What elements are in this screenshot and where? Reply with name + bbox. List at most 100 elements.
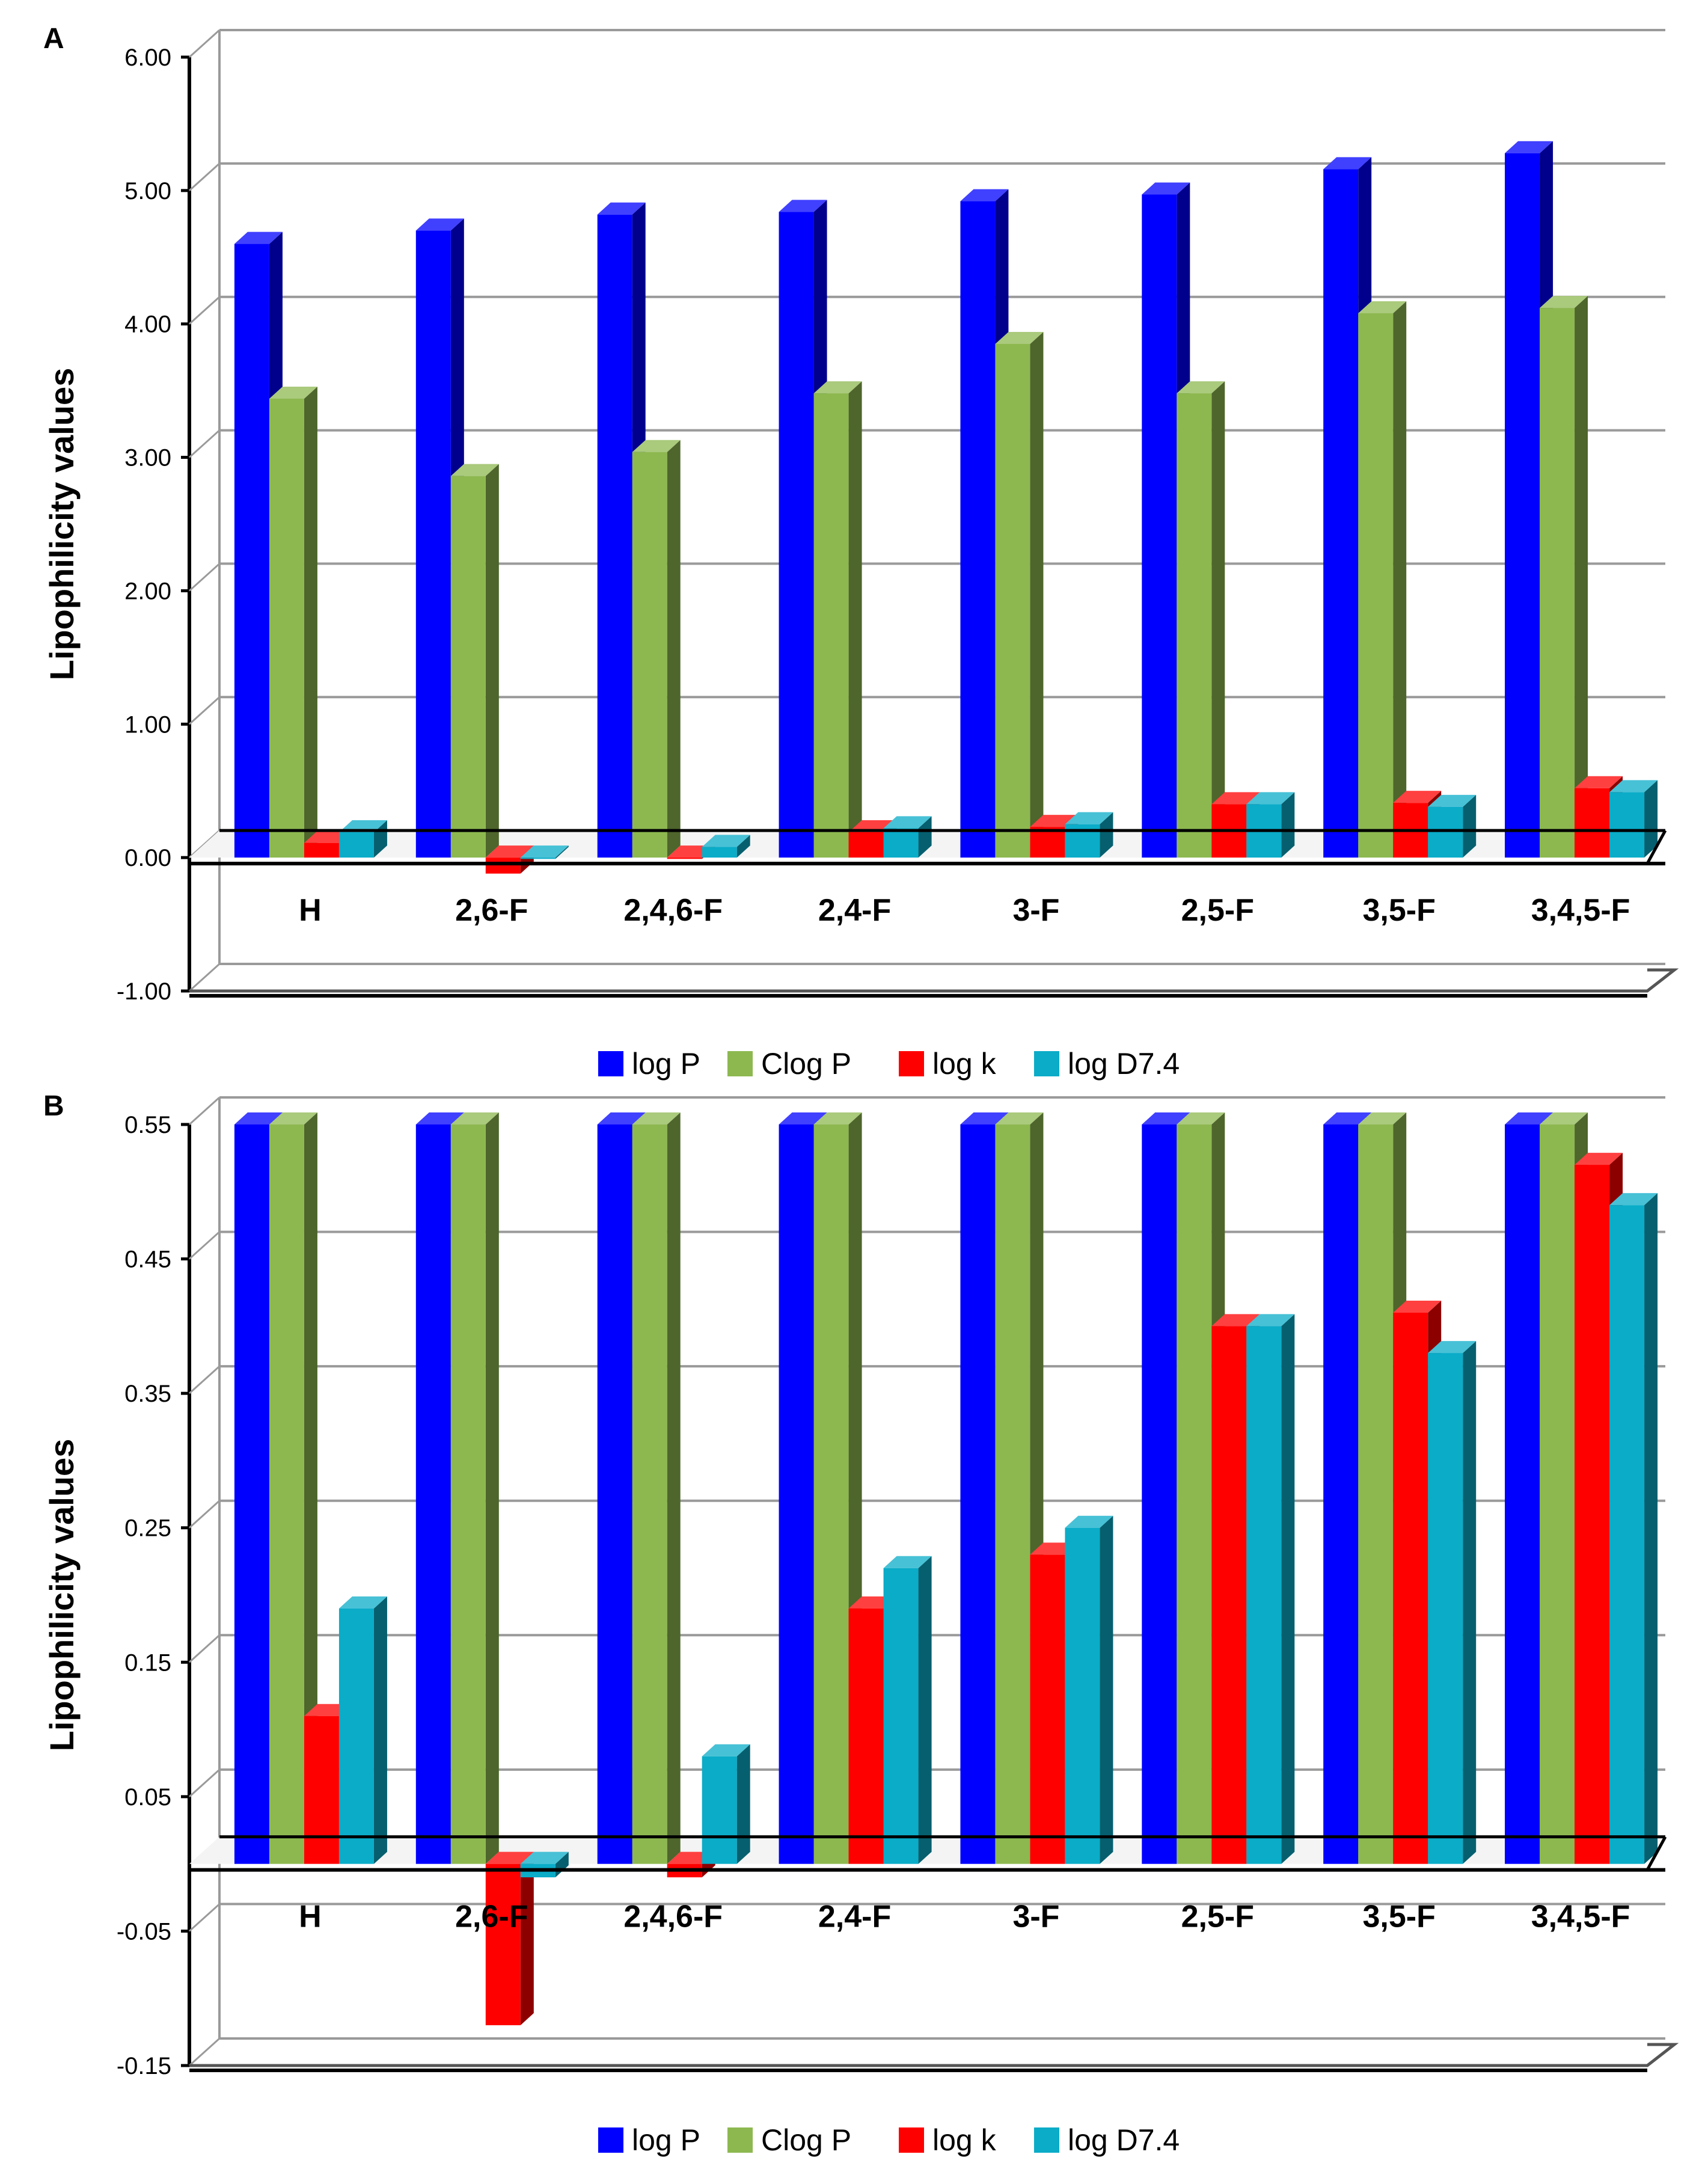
bar-top — [415, 1112, 464, 1124]
bar-side — [1281, 792, 1295, 858]
bar-top — [1358, 301, 1407, 313]
x-category-label: 2,4,6-F — [623, 1900, 723, 1934]
y-tick-connector — [188, 1366, 221, 1394]
bar-front — [848, 1608, 884, 1864]
x-category-label: 2,6-F — [455, 893, 528, 928]
bar-front — [813, 1124, 849, 1864]
bar-front — [883, 828, 919, 858]
bar-front — [485, 1864, 521, 2025]
bar-side — [1030, 331, 1044, 858]
floor-edge — [189, 968, 1679, 993]
bar-top — [1323, 157, 1372, 170]
y-tick-label: 4.00 — [124, 311, 171, 338]
y-tick-label: 1.00 — [124, 711, 171, 738]
bar-top — [883, 816, 932, 829]
bar-side — [1281, 1314, 1295, 1864]
bar-top — [995, 331, 1044, 344]
chart-panel-a: 6.00 5.00 4.00 3.00 2.00 1.00 0.00 -1.00 H 2,6-F 2… — [43, 23, 1679, 1081]
bar-front — [848, 832, 884, 858]
bar-front — [338, 832, 374, 858]
y-tick-connector — [188, 1634, 221, 1663]
bar-side — [485, 464, 499, 858]
legend-swatch — [899, 2127, 924, 2153]
bar-front — [1428, 1353, 1463, 1864]
bar-front — [304, 842, 339, 858]
bar-front — [415, 1124, 451, 1864]
bar-front — [485, 857, 521, 874]
bar-clog-p-25-f — [1177, 381, 1225, 858]
x-category-label: 2,5-F — [1181, 893, 1254, 928]
y-tick-label: 5.00 — [124, 178, 171, 204]
bar-front — [779, 1124, 814, 1864]
bar-top — [813, 1112, 862, 1124]
bar-front — [883, 1568, 919, 1864]
y-axis-title: Lipophilicity values — [43, 1439, 81, 1752]
bar-log-d7-4-3-f — [1065, 1515, 1113, 1864]
bar-front — [450, 476, 486, 858]
bar-front — [1609, 792, 1645, 858]
bar-top — [1393, 791, 1442, 803]
bar-front — [269, 398, 304, 858]
y-tick-connector — [188, 296, 221, 325]
floor-edge — [189, 2043, 1679, 2067]
bar-log-d7-4-345-f — [1609, 780, 1658, 858]
bar-clog-p-h — [269, 386, 317, 858]
y-tick-label: -0.05 — [117, 1918, 171, 1945]
bar-side — [1644, 1193, 1658, 1864]
bar-front — [1609, 1205, 1645, 1864]
bar-top — [234, 1112, 283, 1124]
bar-front — [415, 230, 451, 858]
bar-log-d7-4-345-f — [1609, 1193, 1658, 1864]
bar-front — [450, 1124, 486, 1864]
bar-top — [485, 1851, 534, 1864]
bar-top — [1575, 776, 1623, 788]
bar-top — [702, 835, 750, 847]
bar-top — [1177, 381, 1225, 394]
bar-top — [779, 200, 827, 212]
bar-front — [960, 201, 996, 858]
bar-top — [1142, 1112, 1190, 1124]
bar-top — [960, 189, 1009, 201]
legend-label: log D7.4 — [1068, 1047, 1180, 1081]
panel-label: A — [43, 23, 64, 55]
bar-front — [1505, 1124, 1540, 1864]
legend-swatch — [598, 1051, 623, 1076]
bar-front — [1540, 308, 1575, 858]
bar-log-d7-4-26-f — [520, 845, 569, 859]
bar-log-d7-4-24-f — [883, 816, 932, 858]
bar-top — [1358, 1112, 1407, 1124]
bar-top — [1211, 792, 1260, 805]
bar-front — [520, 857, 556, 859]
y-tick-label: 0.35 — [124, 1381, 171, 1407]
bar-front — [1358, 1124, 1394, 1864]
legend-swatch — [598, 2127, 623, 2153]
y-tick-connector — [188, 963, 221, 992]
bar-top — [1323, 1112, 1372, 1124]
chart-panel-b: 0.55 0.45 0.35 0.25 0.15 0.05 -0.05 -0.15 H 2,6-F… — [43, 1090, 1679, 2157]
bar-top — [813, 381, 862, 394]
bar-top — [1211, 1314, 1260, 1327]
bar-top — [450, 1112, 499, 1124]
bar-log-d7-4-h — [338, 1596, 387, 1864]
y-tick-label: -1.00 — [117, 978, 171, 1005]
bar-front — [304, 1716, 339, 1864]
bar-top — [883, 1556, 932, 1568]
y-tick-label: -0.15 — [117, 2053, 171, 2079]
bar-side — [1211, 381, 1225, 858]
y-tick-label: 0.55 — [124, 1112, 171, 1138]
bar-top — [1065, 1515, 1113, 1528]
bar-front — [995, 343, 1030, 858]
y-tick-label: 0.05 — [124, 1784, 171, 1811]
panel-label: B — [43, 1090, 64, 1122]
bar-clog-p-24-f — [813, 381, 862, 858]
y-tick-connector — [188, 1903, 221, 1932]
legend-label: log P — [632, 2123, 700, 2157]
bar-front — [1211, 1326, 1247, 1864]
bar-front — [234, 1124, 269, 1864]
bar-front — [1030, 1554, 1065, 1864]
bar-front — [1065, 1527, 1100, 1864]
y-tick-connector — [188, 29, 221, 58]
bar-top — [1540, 296, 1588, 308]
bar-clog-p-26-f — [450, 1112, 499, 1864]
bar-front — [995, 1124, 1030, 1864]
